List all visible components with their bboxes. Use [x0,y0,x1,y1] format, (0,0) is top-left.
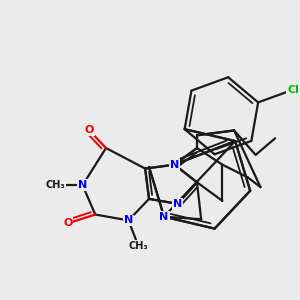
Text: Cl: Cl [287,85,299,95]
Text: O: O [63,218,73,228]
Text: N: N [159,212,169,222]
Text: N: N [173,199,182,209]
Text: N: N [78,180,87,190]
Text: O: O [85,125,94,135]
Text: CH₃: CH₃ [128,241,148,251]
Text: CH₃: CH₃ [45,180,65,190]
Text: N: N [124,215,133,225]
Text: N: N [170,160,179,170]
